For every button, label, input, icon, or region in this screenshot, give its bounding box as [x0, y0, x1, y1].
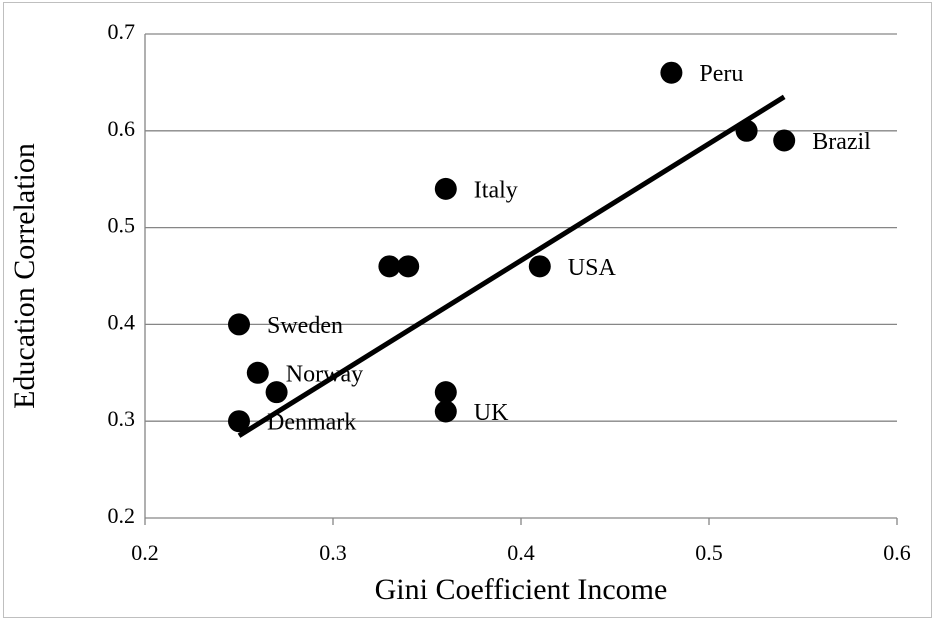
point — [434, 400, 457, 423]
y-tick-label: 0.2 — [108, 503, 136, 528]
x-tick-label: 0.4 — [507, 540, 535, 565]
point-label: UK — [474, 400, 509, 426]
point — [228, 313, 250, 336]
x-tick-label: 0.5 — [695, 540, 723, 565]
point — [397, 255, 420, 278]
x-axis-title: Gini Coefficient Income — [375, 573, 668, 606]
point-label: Brazil — [812, 129, 871, 155]
point — [773, 129, 796, 152]
point-label: Denmark — [267, 410, 356, 436]
point — [735, 119, 758, 142]
y-tick-label: 0.3 — [108, 406, 136, 431]
point — [660, 61, 683, 84]
point-label: Sweden — [267, 313, 343, 339]
point — [378, 255, 401, 278]
x-tick-label: 0.2 — [131, 540, 159, 565]
point-label: Peru — [699, 61, 743, 87]
chart-border — [3, 2, 932, 618]
point — [265, 381, 288, 404]
point-label: USA — [568, 255, 617, 281]
point-label: Norway — [286, 361, 363, 387]
point — [228, 410, 250, 433]
y-tick-label: 0.7 — [108, 19, 136, 44]
x-tick-label: 0.6 — [883, 540, 911, 565]
trend-line — [237, 94, 786, 438]
y-tick-label: 0.5 — [108, 213, 136, 238]
point — [434, 177, 457, 200]
y-axis-title: Education Correlation — [8, 143, 41, 409]
x-tick-label: 0.3 — [319, 540, 347, 565]
point — [528, 255, 551, 278]
y-tick-label: 0.6 — [108, 116, 136, 141]
y-tick-label: 0.4 — [108, 309, 136, 334]
point — [434, 381, 457, 404]
point — [246, 361, 269, 384]
point-label: Italy — [474, 177, 518, 203]
